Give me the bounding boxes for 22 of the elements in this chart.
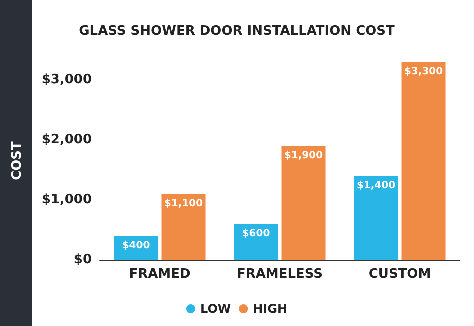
data-label: $1,400 — [356, 180, 396, 192]
bar — [234, 224, 278, 260]
x-tick-label: FRAMED — [129, 267, 191, 282]
bar — [354, 176, 398, 260]
y-tick-label: $3,000 — [42, 72, 92, 88]
data-label: $600 — [242, 228, 270, 240]
y-tick-label: $0 — [74, 252, 92, 268]
y-axis-title: COST — [10, 141, 25, 180]
chart-title: GLASS SHOWER DOOR INSTALLATION COST — [79, 24, 396, 39]
legend-label: LOW — [200, 302, 232, 316]
data-label: $1,900 — [284, 150, 324, 162]
bar — [162, 194, 206, 260]
y-tick-label: $1,000 — [42, 192, 92, 208]
x-tick-label: CUSTOM — [368, 267, 432, 282]
x-tick-label: FRAMELESS — [236, 267, 324, 282]
data-label: $1,100 — [164, 198, 204, 210]
bar — [282, 146, 326, 260]
y-tick-label: $2,000 — [42, 132, 92, 148]
data-label: $3,300 — [404, 66, 444, 78]
legend-label: HIGH — [253, 302, 288, 316]
bar — [402, 62, 446, 260]
data-label: $400 — [122, 240, 150, 252]
